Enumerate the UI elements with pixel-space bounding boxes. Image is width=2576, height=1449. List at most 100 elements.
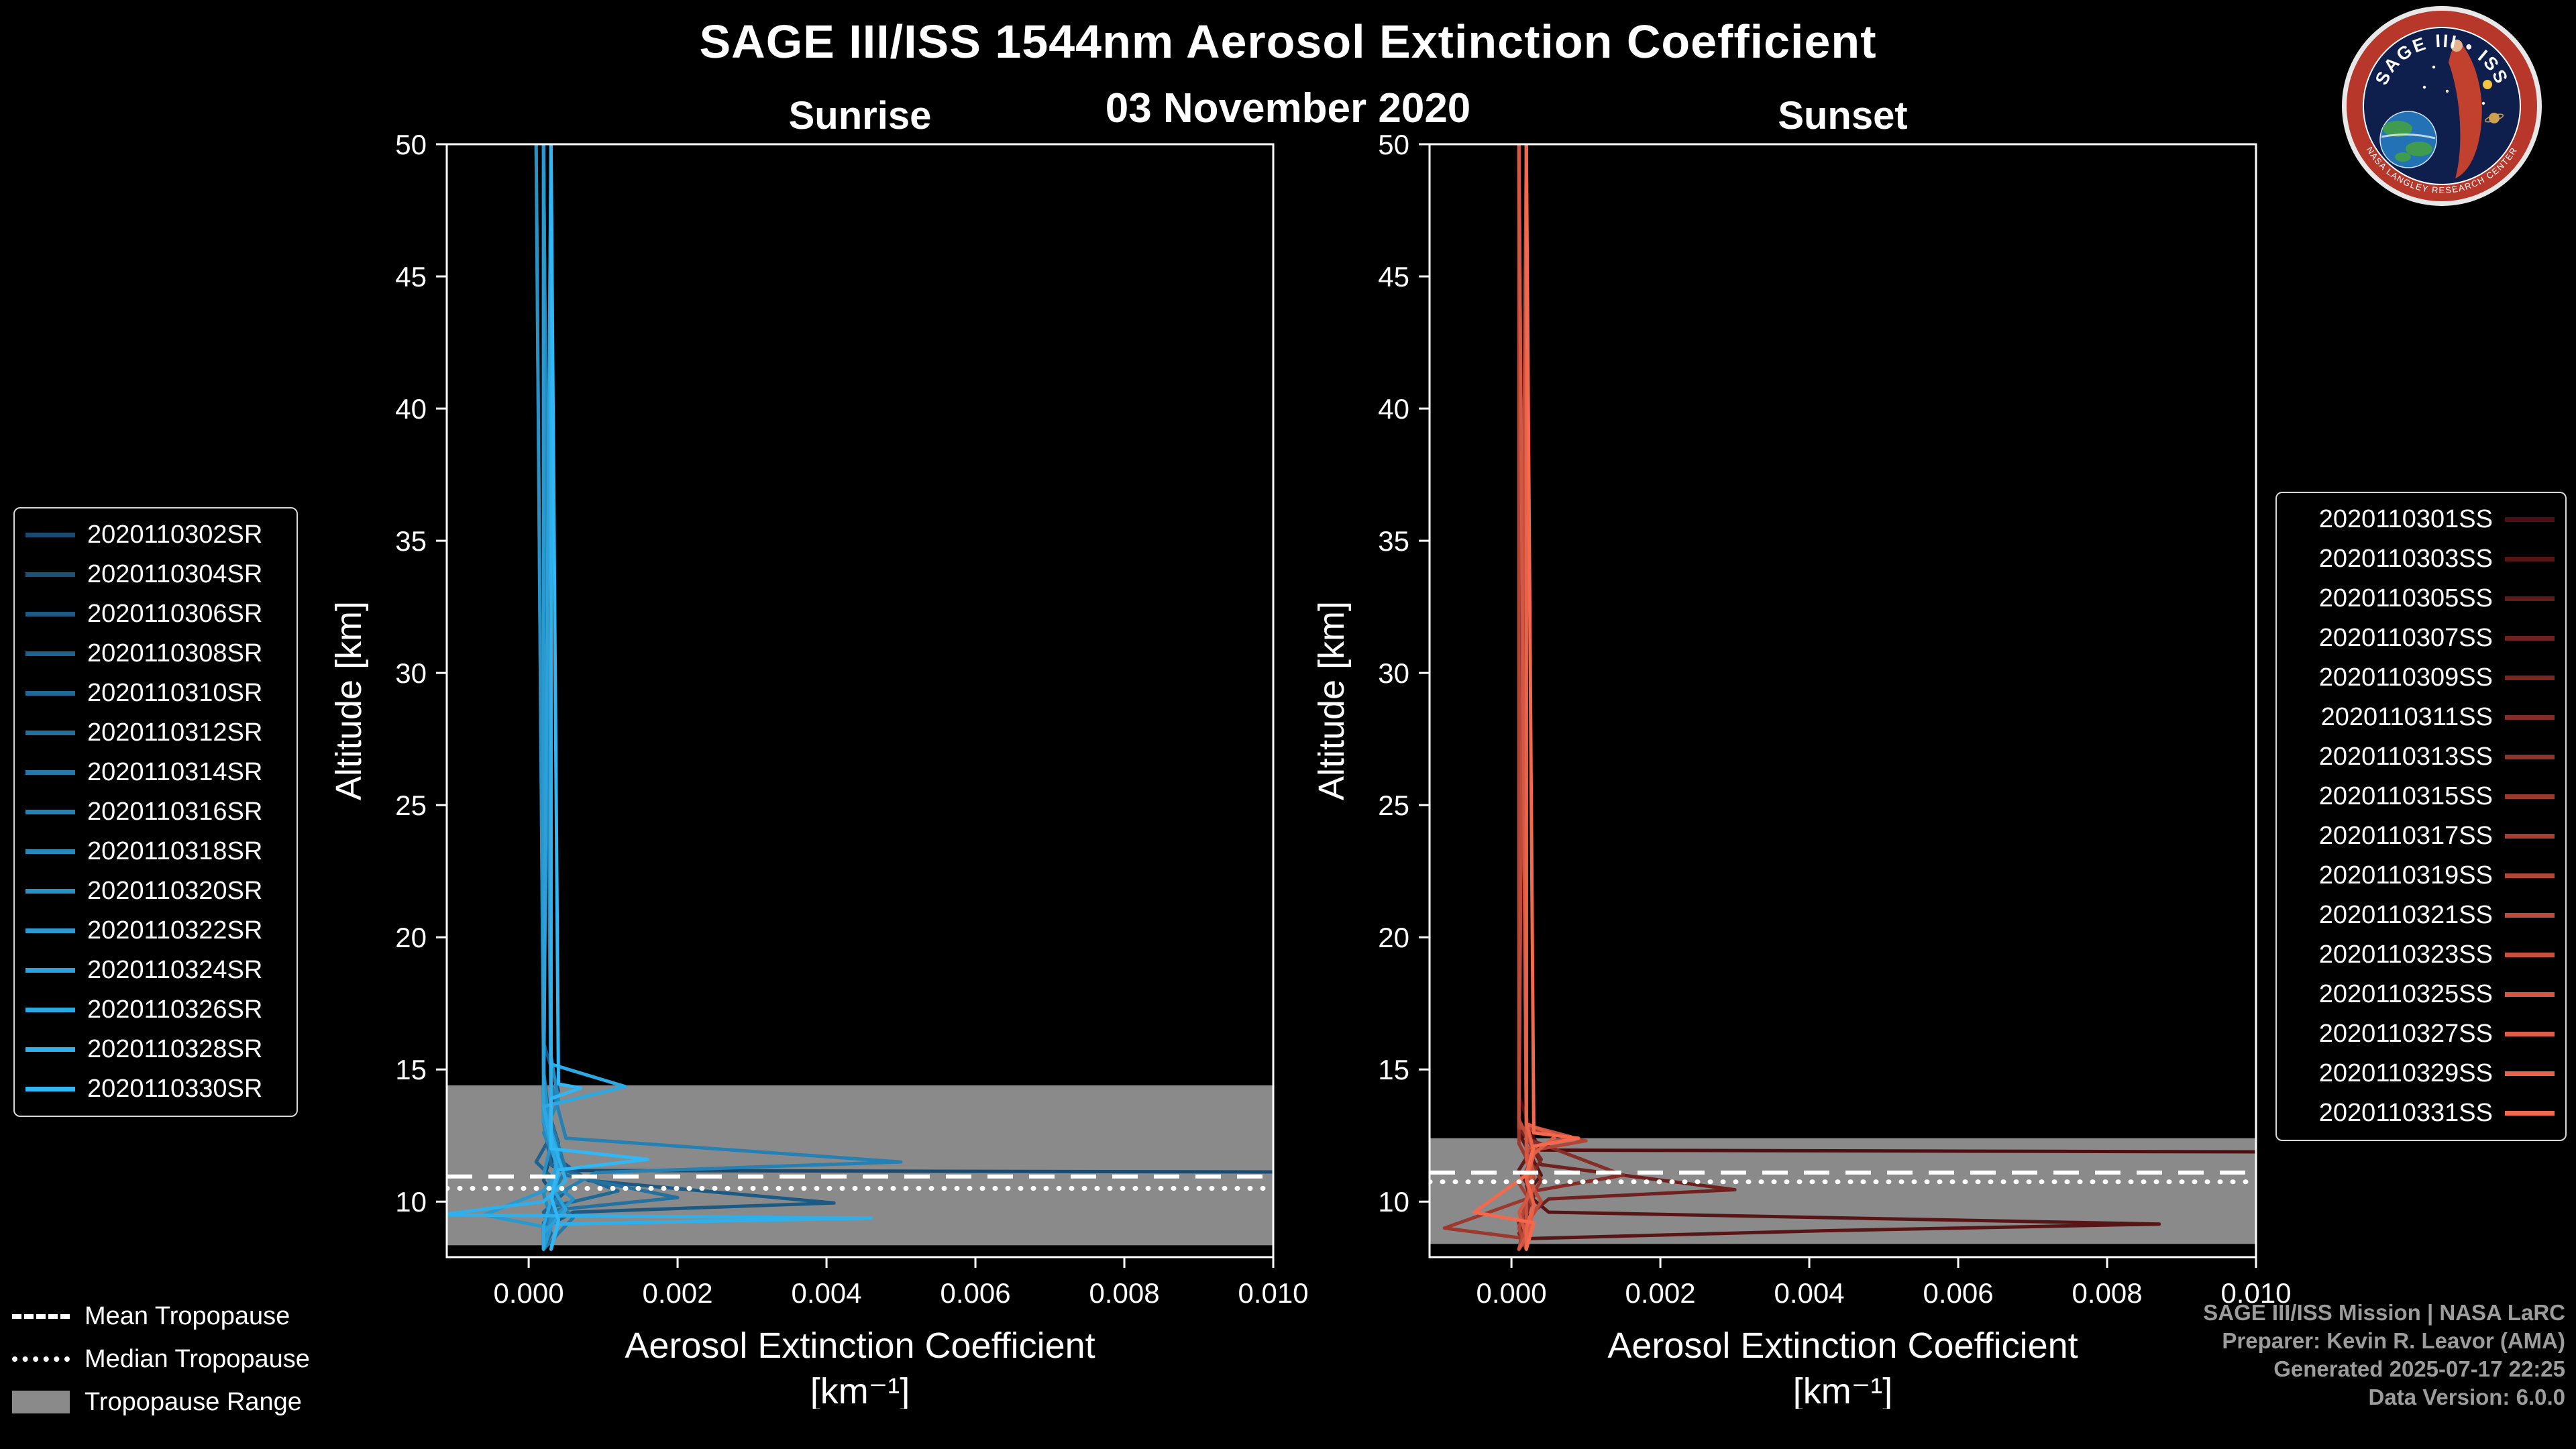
legend-label: 2020110310SR [87,679,263,707]
legend-line-sample [25,572,75,577]
legend-line-sample [2505,715,2555,720]
footer-version: Data Version: 6.0.0 [2368,1385,2565,1409]
legend-item: 2020110307SS [2288,619,2555,658]
x-tick-label: 0.008 [1089,1277,1159,1309]
profile-line-2020110331SS [1472,144,1580,1251]
x-tick-label: 0.000 [494,1277,564,1309]
legend-label: 2020110312SR [87,718,263,747]
legend-item: 2020110305SS [2288,579,2555,619]
legend-item: 2020110309SS [2288,658,2555,698]
y-tick-label: 35 [1378,525,1409,557]
legend-item: 2020110304SR [25,555,286,594]
logo-figure [2449,40,2482,178]
panel-title: Sunrise [789,94,932,138]
legend-line-sample [25,651,75,656]
legend-line-sample [2505,794,2555,799]
sunset-legend: 2020110301SS 2020110303SS 2020110305SS 2020… [2275,492,2567,1141]
y-tick-label: 40 [395,393,427,425]
tropopause-range-band [1430,1138,2256,1244]
legend-label: 2020110313SS [2318,743,2493,771]
legend-line-sample [25,849,75,854]
legend-item: 2020110321SS [2288,896,2555,935]
legend-line-sample [25,928,75,933]
legend-label: 2020110308SR [87,639,263,667]
legend-line-sample [25,1008,75,1012]
legend-line-sample [2505,992,2555,997]
legend-item: 2020110324SR [25,951,286,990]
footer-credits: SAGE III/ISS Mission | NASA LaRC Prepare… [2203,1299,2565,1411]
dashed-line-sample [12,1313,70,1319]
legend-line-sample [2505,676,2555,680]
y-tick-label: 40 [1378,393,1409,425]
legend-line-sample [2505,755,2555,759]
legend-label: 2020110311SS [2320,703,2493,731]
legend-label: 2020110326SR [87,996,263,1024]
y-axis-label: Altitude [km] [1311,601,1352,800]
legend-item: 2020110301SS [2288,500,2555,539]
y-tick-label: 15 [395,1054,427,1085]
legend-line-sample [2505,517,2555,522]
median-tropopause-label: Median Tropopause [85,1344,310,1373]
legend-item: 2020110318SR [25,832,286,871]
legend-label: 2020110323SS [2318,941,2493,969]
legend-label: 2020110302SR [87,521,263,549]
legend-item: 2020110326SR [25,990,286,1030]
legend-line-sample [2505,873,2555,878]
y-tick-label: 50 [1378,129,1409,160]
legend-line-sample [25,770,75,775]
y-tick-label: 25 [1378,790,1409,821]
legend-line-sample [2505,1032,2555,1036]
x-tick-label: 0.004 [791,1277,861,1309]
legend-item: 2020110319SS [2288,856,2555,896]
legend-item: 2020110328SR [25,1030,286,1069]
profile-line-2020110306SR [541,144,836,1251]
x-tick-label: 0.002 [1625,1277,1696,1309]
legend-item: 2020110308SR [25,634,286,674]
legend-label: 2020110309SS [2318,663,2493,692]
y-tick-label: 35 [395,525,427,557]
legend-label: 2020110324SR [87,956,263,984]
date-subtitle: 03 November 2020 [1105,85,1471,131]
y-tick-label: 45 [1378,261,1409,292]
legend-item: 2020110323SS [2288,935,2555,975]
legend-line-sample [25,889,75,894]
legend-label: 2020110316SR [87,798,263,826]
y-axis-label: Altitude [km] [329,601,369,800]
legend-label: 2020110329SS [2318,1059,2493,1087]
legend-item: 2020110320SR [25,871,286,911]
y-tick-label: 25 [395,790,427,821]
x-tick-label: 0.004 [1774,1277,1844,1309]
legend-label: 2020110306SR [87,600,263,628]
legend-line-sample [2505,1111,2555,1116]
page-title: SAGE III/ISS 1544nm Aerosol Extinction C… [699,15,1877,68]
x-tick-label: 0.000 [1477,1277,1547,1309]
plot-area [447,144,1273,1251]
sunrise-plot: 10 15 20 25 30 35 40 45 50 0.000 0.002 0.004 0.006 0.… [329,94,1309,1409]
mean-tropopause-label: Mean Tropopause [85,1301,290,1330]
tropopause-legend: Mean Tropopause Median Tropopause Tropop… [12,1301,310,1416]
legend-label: 2020110304SR [87,560,263,588]
legend-line-sample [25,968,75,973]
range-box-sample [12,1391,70,1413]
sunset-plot: 10 15 20 25 30 35 40 45 50 0.000 0.002 0.004 0.006 0.… [1311,94,2292,1409]
legend-item: 2020110329SS [2288,1054,2555,1093]
legend-label: 2020110328SR [87,1035,263,1063]
legend-label: 2020110331SS [2318,1099,2493,1127]
footer-preparer: Preparer: Kevin R. Leavor (AMA) [2222,1328,2565,1353]
legend-item: 2020110322SR [25,911,286,951]
legend-line-sample [25,612,75,616]
x-axis-unit-label: [km⁻¹] [810,1371,910,1409]
legend-item: 2020110315SS [2288,777,2555,816]
legend-item: 2020110325SS [2288,975,2555,1014]
x-tick-label: 0.002 [643,1277,713,1309]
y-tick-label: 45 [395,261,427,292]
y-tick-label: 20 [1378,922,1409,953]
legend-line-sample [2505,557,2555,561]
legend-label: 2020110327SS [2318,1020,2493,1048]
footer-mission: SAGE III/ISS Mission | NASA LaRC [2203,1300,2565,1325]
y-tick-label: 15 [1378,1054,1409,1085]
legend-item: 2020110330SR [25,1069,286,1109]
legend-line-sample [2505,953,2555,957]
axes-box [1428,143,2257,1258]
median-tropopause-legend-item: Median Tropopause [12,1344,310,1373]
